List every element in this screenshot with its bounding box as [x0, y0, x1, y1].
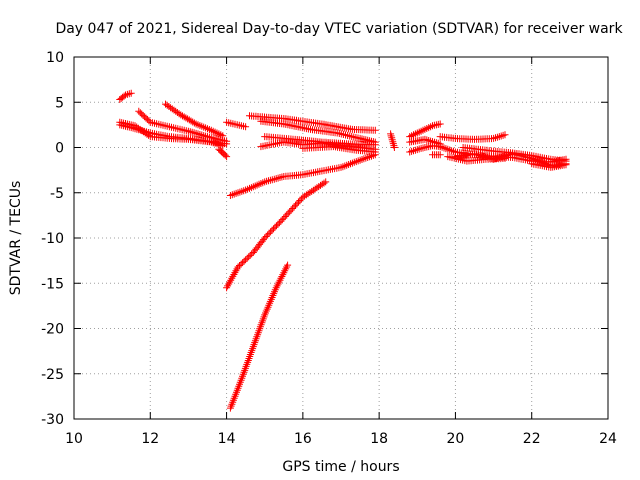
point-markers — [257, 117, 379, 146]
y-tick-label: -20 — [41, 322, 64, 338]
point-markers — [116, 118, 227, 150]
point-markers — [444, 153, 509, 165]
series-arc-11 — [261, 133, 379, 149]
y-tick-label: -25 — [41, 367, 64, 383]
series-arc-9 — [257, 117, 379, 146]
point-markers — [406, 135, 444, 148]
point-markers — [223, 118, 250, 131]
y-tick-label: -30 — [41, 412, 64, 428]
x-tick-label: 10 — [65, 431, 83, 447]
series-arc-3 — [116, 118, 227, 150]
y-tick-label: -5 — [50, 186, 64, 202]
series-arc-27 — [528, 160, 570, 171]
series-arc-16 — [387, 130, 398, 151]
y-axis-label: SDTVAR / TECUs — [8, 181, 24, 296]
point-markers — [116, 89, 135, 103]
series-arc-21 — [436, 131, 509, 143]
point-markers — [387, 130, 398, 151]
point-markers — [223, 178, 330, 292]
point-markers — [135, 107, 231, 145]
point-markers — [406, 120, 444, 141]
series-arc-4 — [135, 107, 231, 145]
point-markers — [162, 100, 227, 140]
point-markers — [261, 133, 379, 149]
point-markers — [246, 112, 379, 134]
series-arc-1 — [116, 89, 135, 103]
point-markers — [226, 261, 292, 412]
y-tick-label: 10 — [46, 50, 64, 66]
series-arc-13 — [226, 151, 379, 199]
series-arc-12 — [299, 143, 379, 156]
series-arc-5 — [162, 100, 227, 140]
point-markers — [459, 144, 570, 165]
gridlines — [74, 57, 608, 419]
x-axis-label: GPS time / hours — [282, 459, 399, 475]
series-arc-15 — [226, 261, 292, 412]
series-arc-17 — [406, 120, 444, 141]
chart-title: Day 047 of 2021, Sidereal Day-to-day VTE… — [55, 21, 623, 37]
x-tick-label: 14 — [218, 431, 236, 447]
point-markers — [528, 160, 570, 171]
x-tick-label: 22 — [523, 431, 541, 447]
x-tick-label: 24 — [599, 431, 617, 447]
data-points — [116, 89, 570, 412]
point-markers — [299, 143, 379, 156]
point-markers — [429, 151, 444, 159]
y-tick-label: 0 — [55, 141, 64, 157]
axis-ticks: 10 12 14 16 18 20 22 24 -30 -25 -20 -15 -10 -5 0 5 10 — [41, 50, 617, 447]
point-markers — [226, 151, 379, 199]
point-markers — [455, 152, 471, 160]
x-tick-label: 20 — [447, 431, 465, 447]
series-arc-14 — [223, 178, 330, 292]
series-arc-7 — [223, 118, 250, 131]
series-arc-25 — [459, 144, 570, 165]
point-markers — [436, 131, 509, 143]
series-arc-26 — [455, 152, 471, 160]
x-tick-label: 18 — [370, 431, 388, 447]
x-tick-label: 16 — [294, 431, 312, 447]
series-arc-8 — [246, 112, 379, 134]
series-arc-6 — [215, 145, 231, 161]
series-arc-20 — [429, 151, 444, 159]
point-markers — [215, 145, 231, 161]
y-tick-label: -10 — [41, 231, 64, 247]
series-arc-19 — [406, 135, 444, 148]
series-arc-24 — [444, 153, 509, 165]
y-tick-label: 5 — [55, 95, 64, 111]
x-tick-label: 12 — [141, 431, 159, 447]
y-tick-label: -15 — [41, 276, 64, 292]
